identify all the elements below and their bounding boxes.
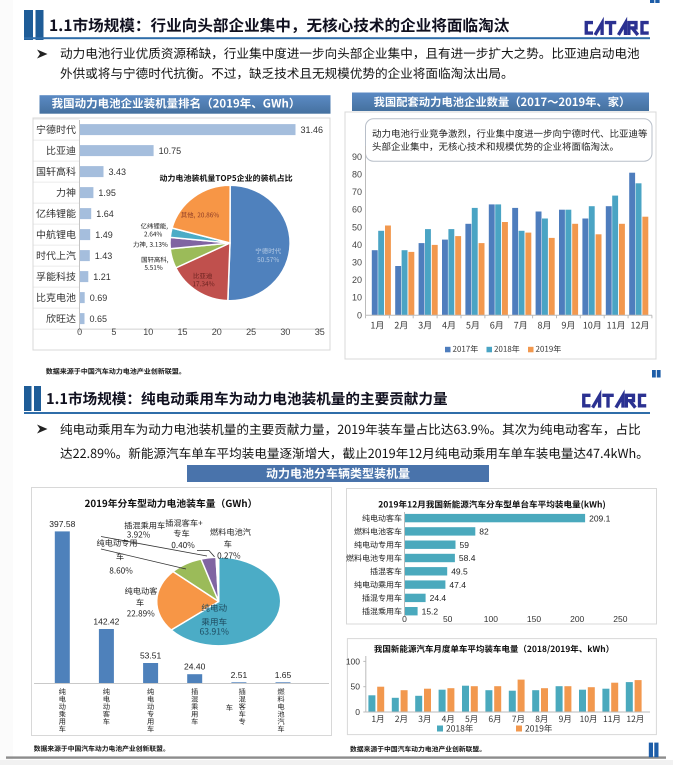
svg-text:397.58: 397.58	[49, 519, 75, 529]
svg-text:49.5: 49.5	[451, 567, 468, 577]
svg-text:142.42: 142.42	[93, 617, 119, 627]
svg-text:59: 59	[460, 540, 470, 550]
svg-text:20: 20	[212, 327, 222, 337]
svg-text:40: 40	[352, 240, 362, 250]
svg-text:10: 10	[143, 327, 153, 337]
svg-text:82: 82	[479, 527, 489, 537]
svg-text:24.40: 24.40	[184, 662, 206, 672]
svg-text:1.65: 1.65	[275, 670, 292, 680]
svg-text:24.4: 24.4	[430, 593, 447, 603]
svg-text:150: 150	[527, 614, 541, 624]
svg-text:1.95: 1.95	[98, 188, 116, 198]
svg-text:35: 35	[315, 327, 325, 337]
svg-text:47.4: 47.4	[449, 580, 466, 590]
svg-text:31.46: 31.46	[301, 125, 324, 135]
svg-text:1.21: 1.21	[93, 272, 111, 282]
svg-text:25: 25	[246, 327, 256, 337]
svg-text:10: 10	[352, 293, 362, 303]
svg-text:200: 200	[570, 614, 584, 624]
svg-text:30: 30	[352, 258, 362, 268]
svg-text:209.1: 209.1	[589, 513, 611, 523]
svg-text:0: 0	[77, 327, 82, 337]
svg-text:100: 100	[346, 656, 360, 666]
svg-text:0.65: 0.65	[90, 314, 108, 324]
svg-text:15.2: 15.2	[422, 606, 439, 616]
svg-text:1.49: 1.49	[95, 230, 113, 240]
svg-text:80: 80	[352, 170, 362, 180]
svg-text:90: 90	[352, 152, 362, 162]
svg-text:15: 15	[177, 327, 187, 337]
svg-text:5: 5	[111, 327, 116, 337]
svg-text:58.4: 58.4	[459, 553, 476, 563]
svg-text:50: 50	[351, 682, 361, 692]
svg-text:53.51: 53.51	[140, 651, 162, 661]
svg-text:30: 30	[280, 327, 290, 337]
svg-text:50: 50	[443, 614, 453, 624]
svg-text:1.43: 1.43	[95, 251, 113, 261]
svg-text:250: 250	[613, 614, 627, 624]
svg-text:1.64: 1.64	[96, 209, 114, 219]
svg-text:0: 0	[357, 310, 362, 320]
svg-text:10.75: 10.75	[159, 146, 182, 156]
svg-text:20: 20	[352, 275, 362, 285]
svg-text:0: 0	[355, 707, 360, 717]
svg-text:50: 50	[352, 222, 362, 232]
svg-text:100: 100	[484, 614, 498, 624]
svg-text:0.69: 0.69	[90, 293, 108, 303]
svg-text:2.51: 2.51	[231, 670, 248, 680]
svg-text:0: 0	[402, 614, 407, 624]
svg-text:3.43: 3.43	[109, 167, 127, 177]
svg-text:70: 70	[352, 187, 362, 197]
svg-text:60: 60	[352, 205, 362, 215]
